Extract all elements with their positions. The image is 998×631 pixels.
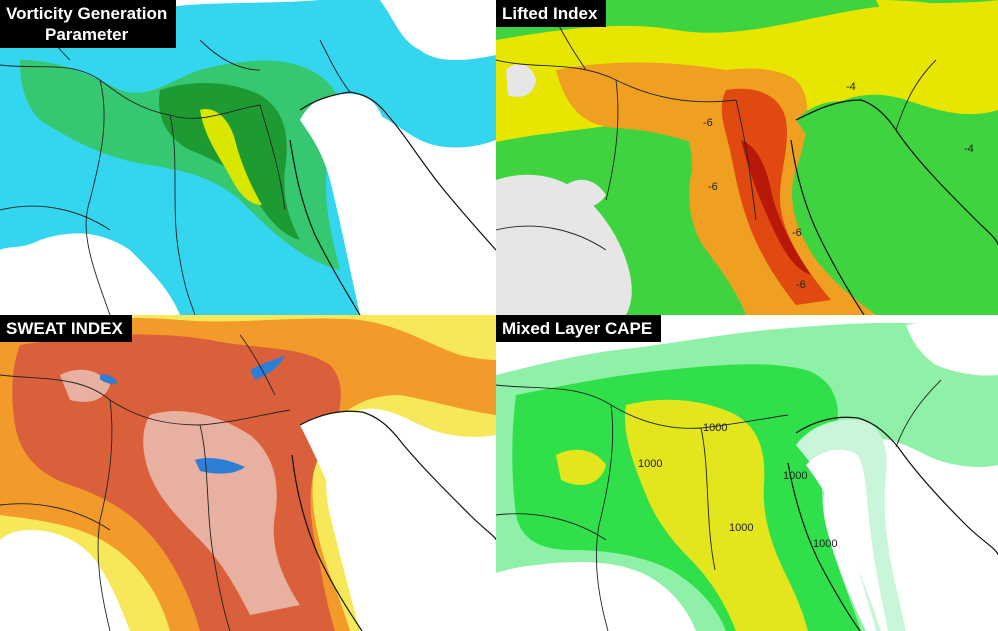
lifted-index-map: -6 -6 -4 -4 -6 -6 <box>496 0 998 315</box>
contour-label: 1000 <box>638 458 662 470</box>
vorticity-generation-map <box>0 0 496 315</box>
contour-label: 1000 <box>813 538 837 550</box>
panel-title: Lifted Index <box>496 0 607 27</box>
mixed-layer-cape-map: 1000 1000 1000 1000 1000 <box>496 315 998 631</box>
sweat-index-map-panel: SWEAT INDEX <box>0 315 496 631</box>
lifted-index-map-panel: -6 -6 -4 -4 -6 -6 Lifted Index <box>496 0 998 315</box>
panel-title: SWEAT INDEX <box>0 315 132 342</box>
contour-label: -6 <box>708 181 718 193</box>
sweat-index-map <box>0 315 496 631</box>
contour-label: -6 <box>792 227 802 239</box>
vorticity-generation-map-panel: Vorticity Generation Parameter <box>0 0 496 315</box>
panel-title-line-1: Vorticity Generation <box>6 4 168 23</box>
contour-label: -4 <box>846 81 856 93</box>
contour-label: 1000 <box>729 522 753 534</box>
contour-label: -6 <box>703 117 713 129</box>
contour-label: -6 <box>796 279 806 291</box>
contour-label: 1000 <box>703 422 727 434</box>
contour-label: -4 <box>964 143 974 155</box>
panel-title: Vorticity Generation Parameter <box>0 0 177 48</box>
mixed-layer-cape-map-panel: 1000 1000 1000 1000 1000 Mixed Layer CAP… <box>496 315 998 631</box>
contour-label: 1000 <box>783 470 807 482</box>
panel-title: Mixed Layer CAPE <box>496 315 662 342</box>
panel-title-line-2: Parameter <box>45 25 129 44</box>
